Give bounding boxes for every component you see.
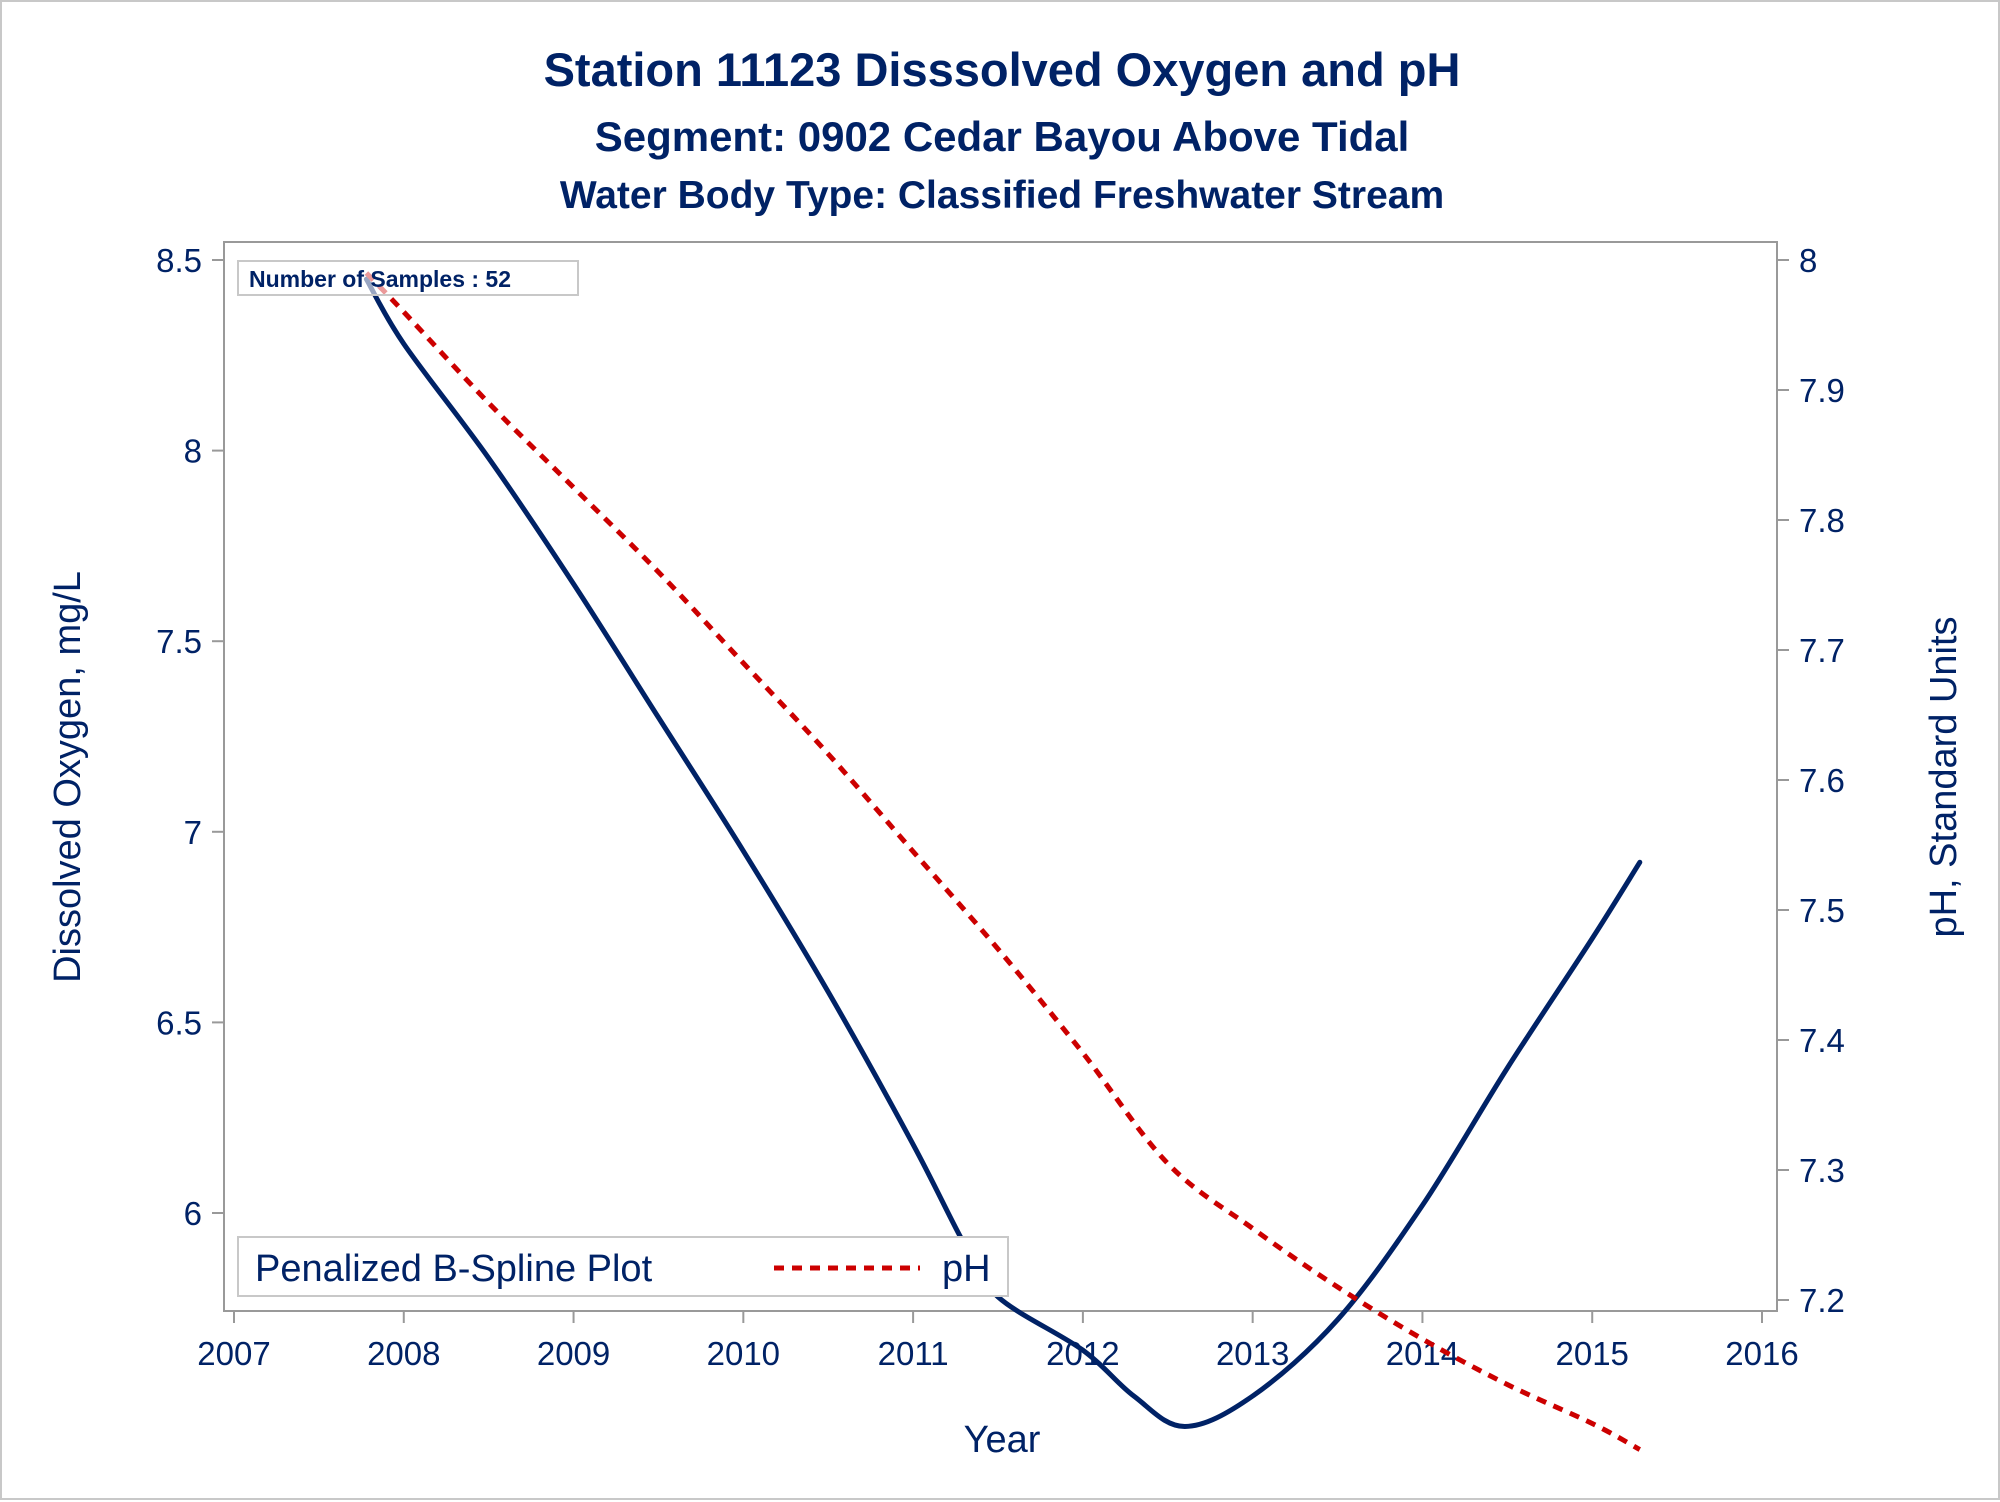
sample-count-box [237, 260, 579, 296]
y-axis-label: Dissolved Oxygen, mg/L [47, 571, 89, 983]
x-tick-label: 2013 [1216, 1335, 1289, 1372]
legend-entry-spline: Penalized B-Spline Plot [255, 1248, 653, 1290]
y2-tick-label: 7.5 [1799, 892, 1845, 929]
x-axis: 2007 2008 2009 2010 2011 2012 2013 2014 2015 2016 [197, 1311, 1799, 1372]
y-tick-label: 8 [184, 433, 202, 470]
y-tick-label: 7.5 [156, 623, 202, 660]
chart-subtitle-2: Water Body Type: Classified Freshwater S… [560, 174, 1444, 217]
x-tick-label: 2010 [707, 1335, 780, 1372]
legend-entry-ph: pH [942, 1248, 991, 1290]
y2-tick-label: 7.6 [1799, 762, 1845, 799]
plot-area [223, 241, 1778, 1312]
x-axis-label: Year [964, 1419, 1041, 1461]
y2-tick-label: 8 [1799, 242, 1817, 279]
x-tick-label: 2016 [1725, 1335, 1798, 1372]
y-tick-label: 6 [184, 1195, 202, 1232]
x-tick-label: 2012 [1046, 1335, 1119, 1372]
x-tick-label: 2015 [1556, 1335, 1629, 1372]
sample-count-label: Number of Samples : 52 [249, 266, 511, 292]
legend-box [237, 1236, 1009, 1297]
x-tick-label: 2007 [197, 1335, 270, 1372]
y2-axis-label: pH, Standard Units [1923, 616, 1965, 937]
x-tick-label: 2009 [537, 1335, 610, 1372]
y2-tick-label: 7.8 [1799, 502, 1845, 539]
chart-subtitle: Segment: 0902 Cedar Bayou Above Tidal [595, 113, 1410, 160]
y2-tick-label: 7.3 [1799, 1152, 1845, 1189]
y-tick-label: 7 [184, 814, 202, 851]
chart-title: Station 11123 Disssolved Oxygen and pH [544, 43, 1461, 96]
y-tick-label: 6.5 [156, 1004, 202, 1041]
x-tick-label: 2011 [878, 1335, 949, 1372]
y-axis-right: 7.2 7.3 7.4 7.5 7.6 7.7 7.8 7.9 8 [1777, 242, 1845, 1319]
y-tick-label: 8.5 [156, 242, 202, 279]
y2-tick-label: 7.4 [1799, 1022, 1845, 1059]
y2-tick-label: 7.7 [1799, 632, 1845, 669]
series-ph-line [364, 271, 1641, 1452]
x-tick-label: 2008 [367, 1335, 440, 1372]
y2-tick-label: 7.9 [1799, 372, 1845, 409]
y-axis-left: 6 6.5 7 7.5 8 8.5 [156, 242, 224, 1232]
y2-tick-label: 7.2 [1799, 1282, 1845, 1319]
